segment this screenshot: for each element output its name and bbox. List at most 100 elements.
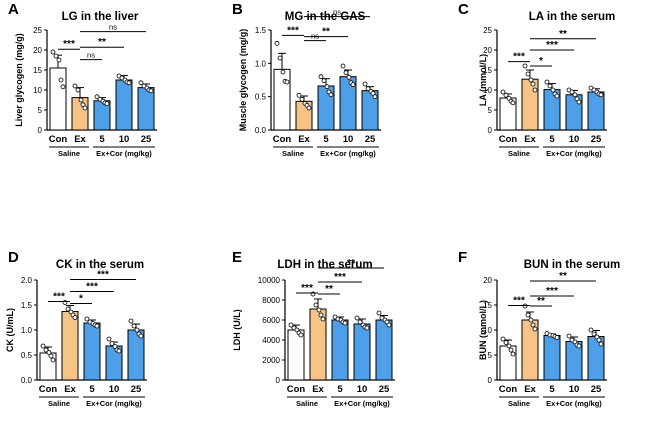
panel-d: D CK in the serum CK (U/mL) 0.0 0.5 1.0 1.5 2.0… [5, 249, 147, 408]
significance-label: *** [63, 39, 75, 50]
data-point [525, 71, 531, 77]
y-tick-label: 2.0 [21, 276, 33, 285]
data-point [340, 63, 346, 69]
bar [49, 67, 67, 131]
bar [83, 322, 101, 381]
y-tick-label: 25 [483, 26, 492, 35]
panel-f: F BUN in the serum BUN (mmol/L) 0 5 10 15 20 Con… [458, 249, 620, 408]
bar [71, 97, 89, 131]
data-point [525, 312, 531, 318]
data-point [569, 89, 575, 95]
y-tick-label: 10 [483, 326, 492, 335]
data-point [280, 69, 286, 75]
data-point [109, 341, 115, 346]
y-tick-label: 4000 [262, 336, 280, 345]
y-axis-label: CK (U/mL) [5, 308, 15, 352]
bar [375, 319, 393, 381]
data-point [554, 335, 560, 340]
data-point [56, 57, 62, 63]
data-point [566, 333, 572, 339]
data-point [138, 333, 144, 339]
y-tick-label: 1.5 [21, 301, 33, 310]
data-point [386, 322, 392, 328]
bar [39, 352, 57, 381]
data-point [50, 357, 56, 363]
data-point [72, 315, 78, 320]
chart-title: BUN in the serum [524, 259, 621, 271]
data-point [500, 89, 506, 95]
data-point [48, 353, 54, 359]
x-tick-label: Ex [312, 384, 324, 395]
data-point [530, 81, 536, 87]
data-point [78, 97, 84, 103]
data-point [508, 347, 514, 353]
data-point [318, 74, 324, 80]
x-tick-label: Ex [524, 134, 536, 145]
x-tick-label: Con [287, 384, 306, 395]
y-tick-label: 10 [33, 86, 42, 95]
data-point [588, 327, 594, 333]
data-point [128, 318, 134, 324]
y-tick-label: 20 [33, 46, 42, 55]
bar [331, 319, 349, 381]
x-tick-label: Con [499, 134, 518, 145]
bar [499, 345, 517, 381]
data-point [346, 74, 352, 80]
data-point [82, 105, 88, 111]
y-axis-label: BUN (mmol/L) [478, 300, 488, 360]
data-point [547, 83, 553, 89]
significance-label: *** [301, 283, 313, 294]
panel-letter: D [8, 249, 19, 266]
y-tick-label: 0.5 [21, 351, 33, 360]
data-point [328, 92, 334, 98]
x-tick-label: 25 [379, 384, 390, 395]
data-point [598, 92, 604, 98]
x-tick-label: 10 [119, 134, 130, 145]
panel-letter: A [8, 1, 19, 18]
panel-e: E LDH in the serum LDH (U/L) 0 2000 4000 6000 8… [232, 249, 395, 408]
y-tick-label: 1.0 [21, 326, 33, 335]
panel-letter: B [232, 1, 243, 18]
data-point [528, 317, 534, 323]
bar [295, 100, 313, 131]
data-point [503, 340, 509, 345]
data-point [596, 337, 602, 343]
significance-label: *** [97, 270, 109, 281]
data-point [370, 90, 376, 96]
data-point [284, 79, 290, 85]
y-tick-label: 8000 [262, 296, 280, 305]
significance-label: ** [347, 258, 355, 269]
data-point [84, 316, 90, 322]
data-point [510, 100, 516, 106]
bar [543, 335, 561, 381]
data-point [72, 83, 78, 89]
data-point [362, 81, 368, 87]
data-point [131, 323, 137, 329]
data-point [591, 331, 597, 337]
chart-title: LG in the liver [62, 11, 139, 23]
data-point [576, 99, 582, 105]
y-tick-label: 5 [38, 106, 43, 115]
y-axis-label: LA (mmol/L) [478, 54, 488, 106]
data-point [318, 312, 324, 318]
bar [587, 91, 605, 131]
significance-label: *** [334, 272, 346, 283]
bar [115, 79, 133, 131]
y-axis-label: LDH (U/L) [232, 309, 242, 351]
x-tick-label: 10 [357, 384, 368, 395]
significance-label: *** [513, 296, 525, 307]
significance-label: *** [513, 52, 525, 63]
x-tick-label: 25 [591, 134, 602, 145]
x-tick-label: 10 [343, 134, 354, 145]
data-point [298, 332, 304, 338]
bar [137, 87, 155, 131]
group-label-excor: Ex+Cor (mg/kg) [96, 149, 152, 158]
significance-label: *** [53, 292, 65, 303]
data-point [510, 351, 516, 357]
panel-a: A LG in the liver Liver glycogen (mg/g) 0 5 1… [8, 1, 157, 158]
significance-label: ** [322, 27, 330, 38]
significance-label: ns [87, 51, 95, 60]
data-point [112, 344, 118, 349]
data-point [522, 63, 528, 69]
panel-letter: C [458, 1, 469, 18]
